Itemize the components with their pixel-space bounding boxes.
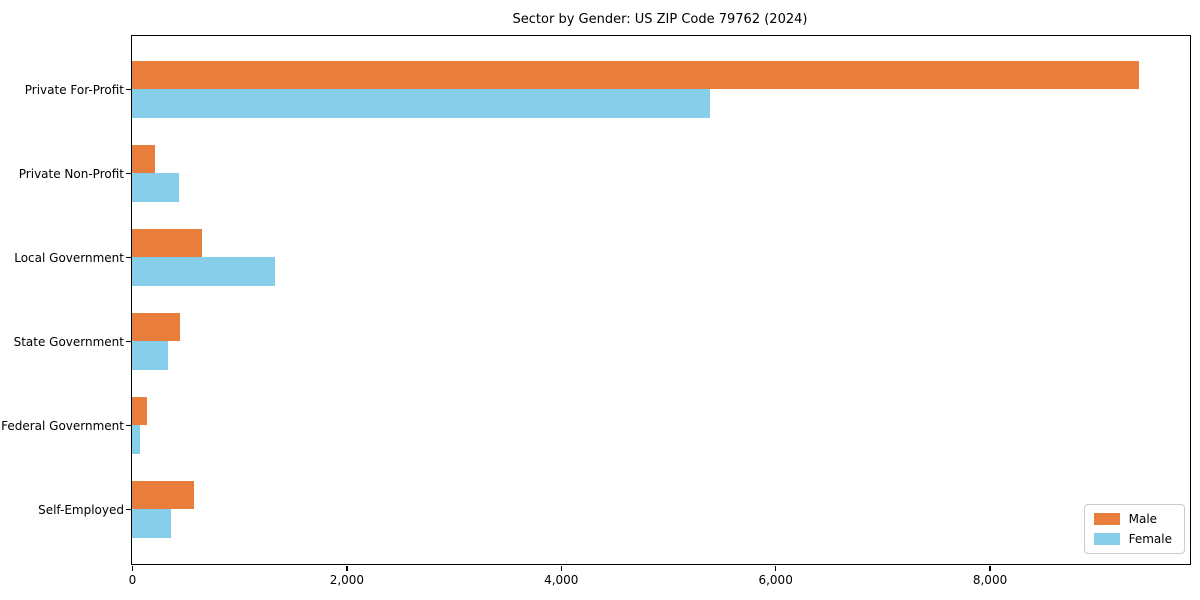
- bar-female-federal-government: [132, 425, 140, 454]
- legend-row-male: Male: [1093, 512, 1172, 526]
- legend-label-male: Male: [1128, 512, 1158, 526]
- x-tick-label: 8,000: [972, 573, 1008, 587]
- x-tick-label: 6,000: [758, 573, 793, 587]
- bar-female-local-government: [132, 257, 275, 286]
- bar-male-self-employed: [132, 480, 195, 509]
- bar-female-self-employed: [132, 509, 171, 538]
- y-tick-label: State Government: [13, 334, 124, 349]
- bar-male-private-for-profit: [132, 60, 1139, 89]
- x-tick-mark: [131, 566, 134, 571]
- y-tick-label: Private Non-Profit: [18, 166, 124, 181]
- y-tick-label: Local Government: [14, 250, 124, 265]
- y-tick-mark: [126, 172, 131, 175]
- y-tick-mark: [126, 88, 131, 91]
- y-tick-mark: [126, 508, 131, 511]
- bar-male-local-government: [132, 228, 203, 257]
- bar-female-private-non-profit: [132, 173, 179, 202]
- x-tick-mark: [989, 566, 991, 571]
- x-tick-label: 2,000: [329, 573, 365, 587]
- legend: Male Female: [1083, 504, 1185, 554]
- x-tick-label: 0: [128, 573, 137, 587]
- bar-female-state-government: [132, 341, 168, 370]
- y-tick-mark: [126, 256, 131, 259]
- x-tick-mark: [560, 566, 563, 571]
- y-tick-mark: [126, 340, 131, 343]
- plot-area: Male Female: [131, 35, 1191, 565]
- x-tick-mark: [774, 566, 777, 571]
- bar-male-federal-government: [132, 396, 147, 425]
- legend-label-female: Female: [1128, 532, 1172, 546]
- x-tick-mark: [346, 566, 348, 571]
- legend-row-female: Female: [1093, 532, 1172, 546]
- bar-male-state-government: [132, 312, 181, 341]
- y-tick-label: Self-Employed: [38, 502, 124, 517]
- bar-female-private-for-profit: [132, 89, 710, 118]
- legend-swatch-male-icon: [1093, 513, 1120, 525]
- y-tick-mark: [126, 424, 131, 427]
- chart-title: Sector by Gender: US ZIP Code 79762 (202…: [512, 12, 808, 27]
- y-tick-label: Private For-Profit: [24, 82, 124, 97]
- legend-swatch-female-icon: [1093, 533, 1120, 545]
- y-tick-label: Federal Government: [1, 418, 124, 433]
- bar-male-private-non-profit: [132, 144, 155, 173]
- x-tick-label: 4,000: [544, 573, 579, 587]
